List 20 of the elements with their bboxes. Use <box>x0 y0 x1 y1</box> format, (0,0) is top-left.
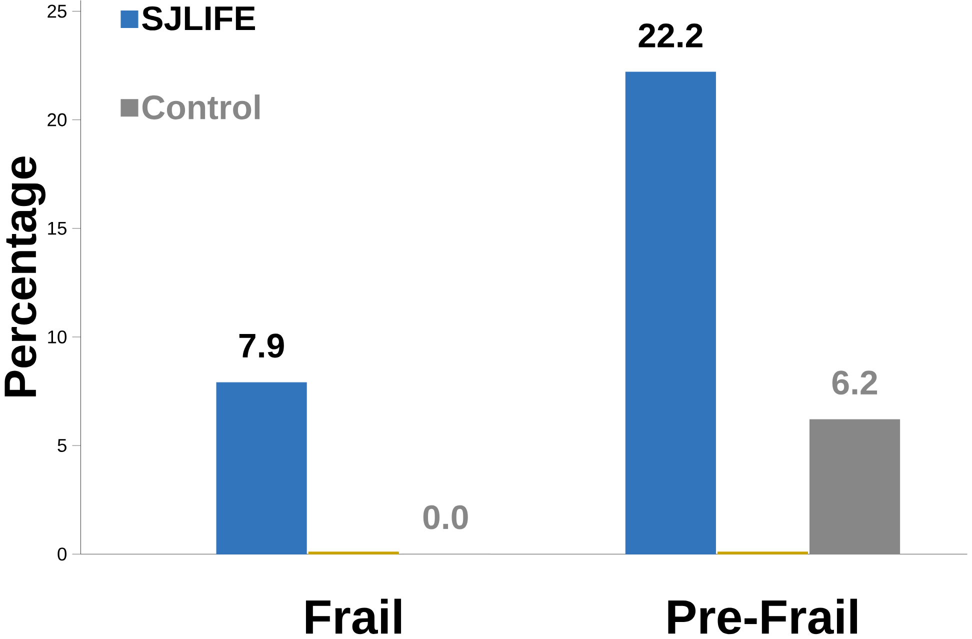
data-label: 0.0 <box>423 505 468 530</box>
y-tick-label: 20 <box>48 113 67 126</box>
data-label: 22.2 <box>638 24 702 48</box>
y-tick-label: 15 <box>48 222 66 235</box>
data-label: 6.2 <box>832 370 878 395</box>
bar <box>717 552 808 554</box>
y-tick-label: 5 <box>58 439 66 452</box>
bar <box>809 419 900 554</box>
y-axis-title: Percentage <box>4 156 46 396</box>
y-tick-label: 10 <box>48 330 67 344</box>
bar <box>308 552 399 554</box>
legend-label: Control <box>142 94 260 120</box>
bar <box>216 382 307 554</box>
y-tick-label: 25 <box>48 4 66 18</box>
bar <box>625 72 716 554</box>
data-label: 7.9 <box>239 334 284 358</box>
x-tick-label: Frail <box>306 598 402 634</box>
legend-label: SJLIFE <box>142 6 255 30</box>
x-tick-label: Pre-Frail <box>668 598 857 634</box>
y-tick-label: 0 <box>58 548 67 561</box>
